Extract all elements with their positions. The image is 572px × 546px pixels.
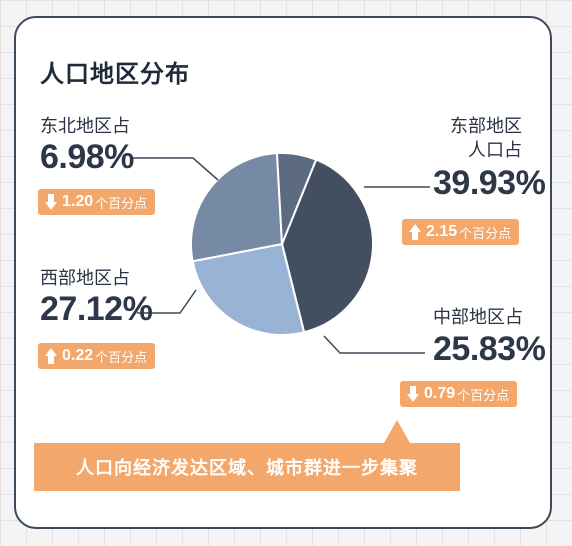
northeast-label: 东北地区占: [40, 116, 130, 137]
east-percent: 39.93%: [433, 164, 546, 202]
arrow-down-icon: [407, 386, 419, 402]
northeast-change-unit: 个百分点: [95, 196, 148, 212]
central-change-unit: 个百分点: [457, 388, 510, 404]
central-percent: 25.83%: [433, 330, 546, 368]
arrow-down-icon: [45, 194, 57, 210]
arrow-up-icon: [45, 348, 57, 364]
west-change-unit: 个百分点: [95, 350, 148, 366]
northeast-change-badge: 1.20 个百分点: [38, 189, 156, 215]
arrow-up-icon: [409, 224, 421, 240]
central-change-badge: 0.79 个百分点: [400, 381, 518, 407]
west-label: 西部地区占: [40, 268, 130, 289]
northeast-change-value: 1.20: [62, 193, 94, 210]
page-title: 人口地区分布: [40, 60, 190, 88]
central-label: 中部地区占: [433, 307, 523, 328]
pie-slice-west: [190, 152, 284, 263]
leader-line-west: [137, 289, 197, 314]
west-change-badge: 0.22 个百分点: [38, 343, 156, 369]
east-change-unit: 个百分点: [459, 226, 512, 242]
east-label-line2: 人口占: [468, 140, 522, 161]
east-label-line1: 东部地区: [450, 116, 522, 137]
pie-slice-northeast: [275, 152, 318, 245]
banner-pointer: [384, 420, 410, 443]
northeast-percent: 6.98%: [40, 138, 134, 176]
east-change-value: 2.15: [426, 223, 458, 240]
pie-slice-central: [191, 242, 306, 336]
central-change-value: 0.79: [424, 385, 456, 402]
leader-line-central: [323, 335, 425, 354]
pie-slice-east: [280, 158, 374, 334]
leader-line-northeast: [130, 157, 219, 181]
east-change-badge: 2.15 个百分点: [402, 219, 520, 245]
west-change-value: 0.22: [62, 347, 94, 364]
west-percent: 27.12%: [40, 290, 153, 328]
conclusion-banner: 人口向经济发达区域、城市群进一步集聚: [34, 443, 460, 491]
